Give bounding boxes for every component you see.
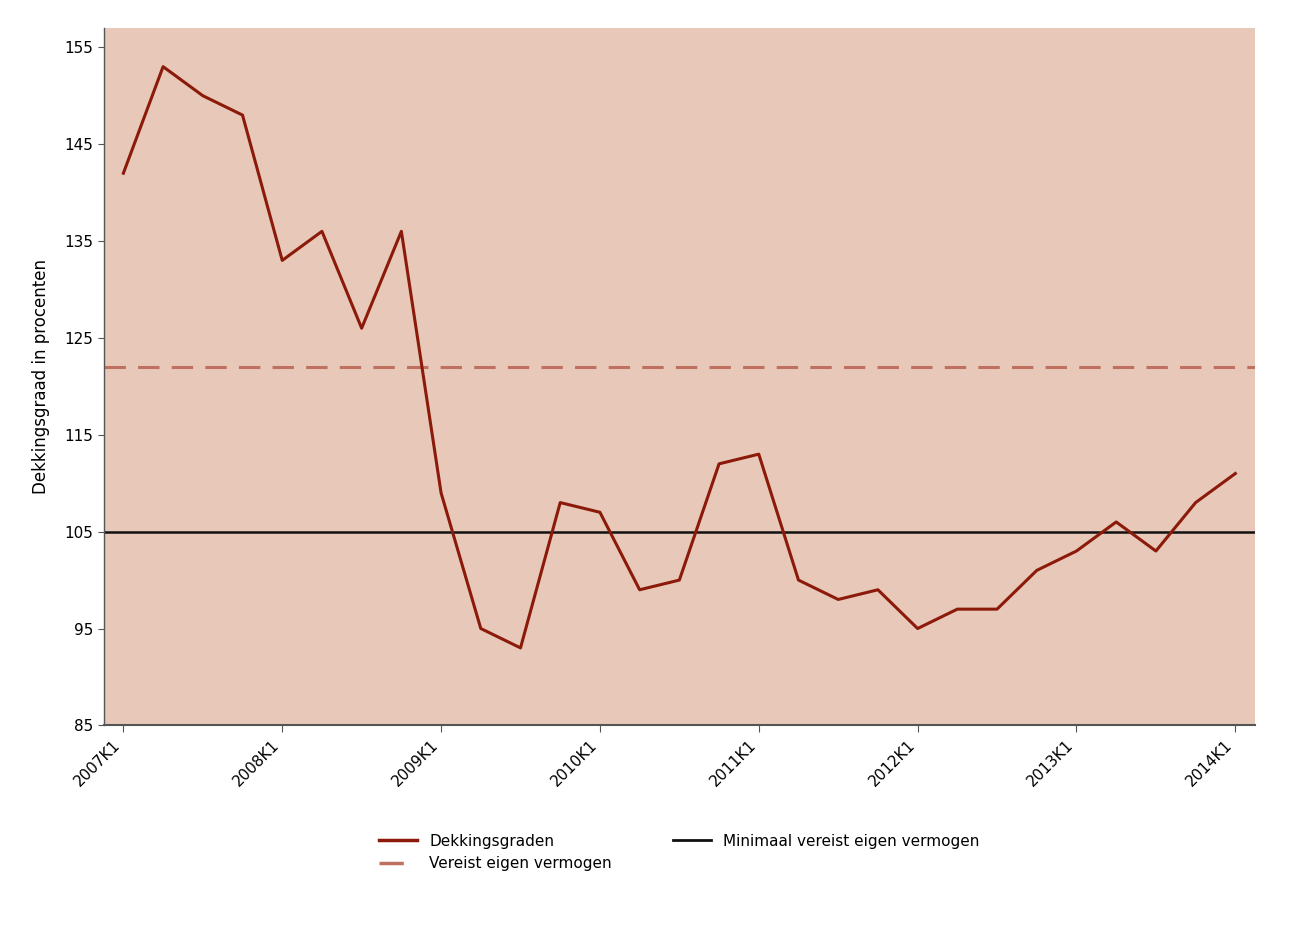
Legend: Dekkingsgraden, Vereist eigen vermogen, Minimaal vereist eigen vermogen: Dekkingsgraden, Vereist eigen vermogen, … [379,833,980,871]
Y-axis label: Dekkingsgraad in procenten: Dekkingsgraad in procenten [32,259,50,494]
